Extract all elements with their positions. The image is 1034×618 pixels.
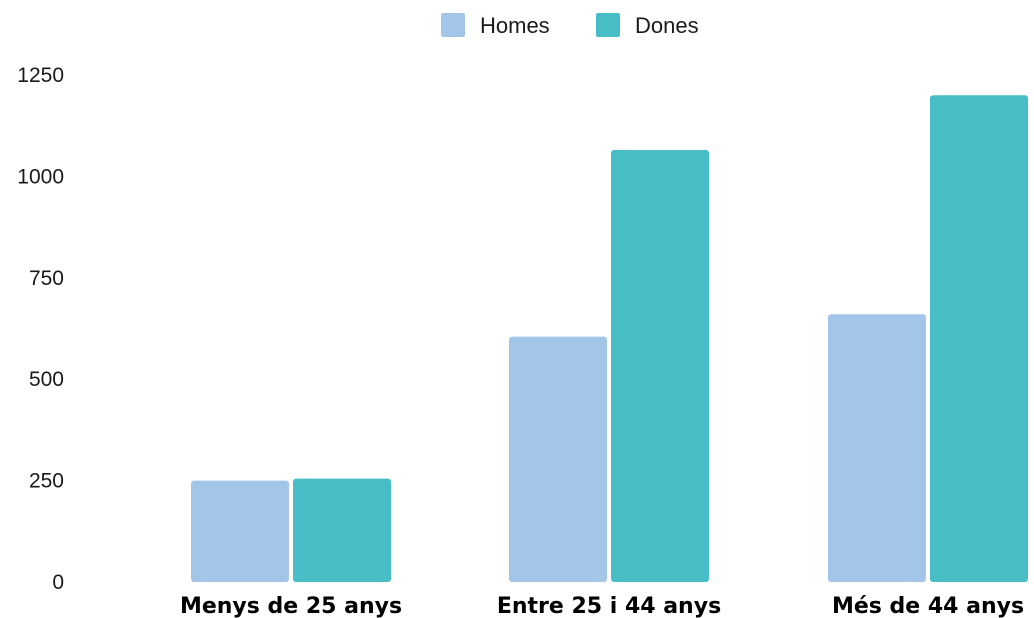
bar-dones-0 (293, 478, 391, 582)
x-axis: Menys de 25 anys Entre 25 i 44 anys Més de… (180, 594, 1024, 618)
legend-label-dones: Dones (635, 13, 699, 38)
x-tick-label: Més de 44 anys (832, 594, 1024, 618)
x-tick-label: Entre 25 i 44 anys (497, 594, 721, 618)
bar-dones-1 (611, 150, 709, 582)
y-axis: 0 250 500 750 1000 1250 (17, 64, 64, 594)
y-tick-label: 1000 (17, 165, 64, 188)
legend-swatch-homes (441, 13, 465, 37)
bars (191, 95, 1028, 582)
y-tick-label: 1250 (17, 64, 64, 87)
y-tick-label: 250 (29, 470, 64, 493)
legend: Homes Dones (441, 13, 699, 38)
bar-dones-2 (930, 95, 1028, 582)
bar-homes-0 (191, 480, 289, 582)
legend-label-homes: Homes (480, 13, 550, 38)
bar-homes-2 (828, 314, 926, 582)
y-tick-label: 500 (29, 368, 64, 391)
y-tick-label: 0 (52, 571, 64, 594)
bar-homes-1 (509, 336, 607, 582)
x-tick-label: Menys de 25 anys (180, 594, 402, 618)
legend-swatch-dones (596, 13, 620, 37)
y-tick-label: 750 (29, 267, 64, 290)
